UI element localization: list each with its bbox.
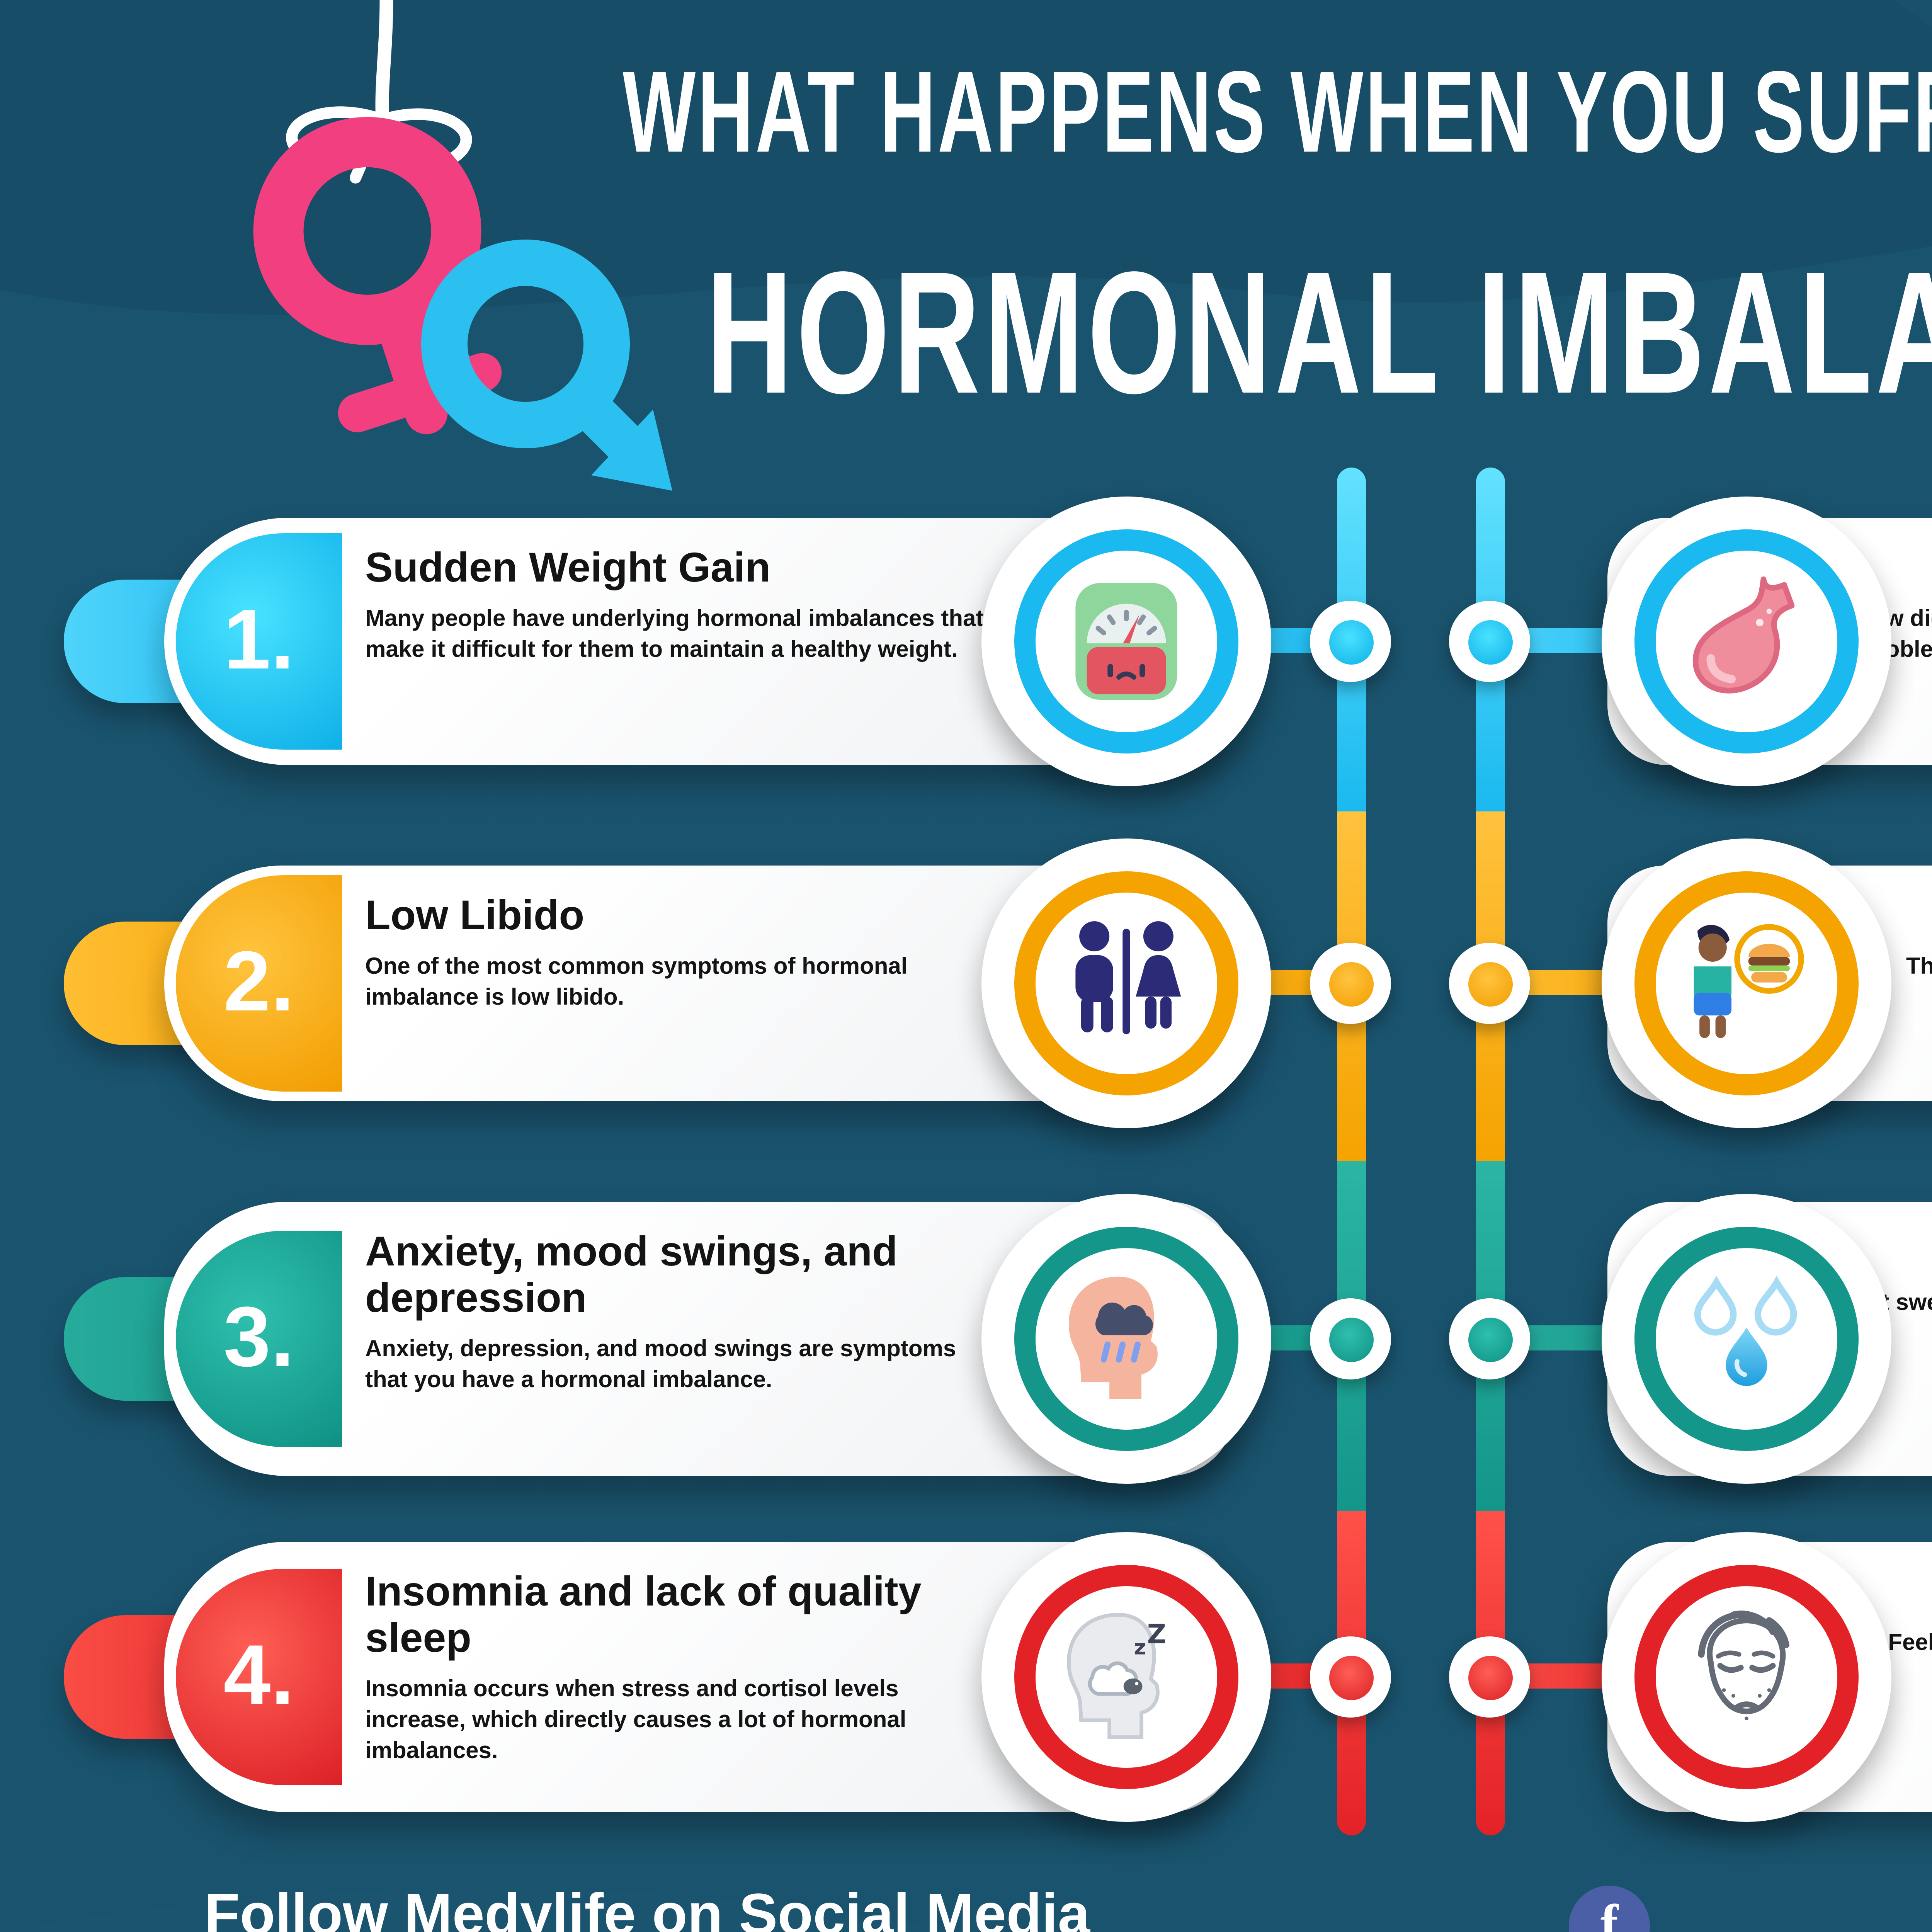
svg-text:z: z (1134, 1635, 1146, 1660)
card-text-4: Insomnia and lack of quality sleep Insom… (365, 1569, 1003, 1767)
gender-symbols-icon (253, 0, 672, 491)
footer-heading: Follow Medylife on Social Media (204, 1884, 1090, 1932)
number-badge-1: 1. (176, 533, 342, 750)
item-description-1: Many people have underlying hormonal imb… (365, 605, 984, 663)
card-text-8: Fatigue Feeling tired all the time may b… (1820, 1569, 1932, 1690)
tired-face-icon (1698, 1611, 1789, 1721)
item-description-8: Feeling tired all the time may be a sign… (1888, 1629, 1932, 1656)
restroom-figures-icon (1075, 921, 1181, 1034)
card-text-2: Low Libido One of the most common sympto… (365, 893, 1003, 1014)
timeline-node-2 (1310, 943, 1391, 1024)
person-burger-icon (1694, 924, 1804, 1038)
stomach-icon (1692, 576, 1795, 694)
head-rain-cloud-icon (1068, 1276, 1158, 1399)
page-title: WHAT HAPPENS WHEN YOU SUFFER FROM A HORM… (386, 50, 1932, 432)
icon-circle-item-6 (1602, 838, 1891, 1128)
timeline-node-6 (1449, 943, 1530, 1024)
timeline-node-7 (1449, 1298, 1530, 1379)
title-line-2: HORMONAL IMBALANCE? (706, 238, 1932, 432)
item-description-3: Anxiety, depression, and mood swings are… (365, 1335, 956, 1393)
weight-scale-icon (1075, 583, 1177, 700)
number-badge-2: 2. (176, 875, 342, 1092)
item-description-2: One of the most common symptoms of hormo… (365, 952, 908, 1010)
item-title-3: Anxiety, mood swings, and depression (365, 1229, 898, 1322)
timeline-node-3 (1310, 1298, 1391, 1379)
number-badge-3: 3. (176, 1231, 342, 1447)
number-badge-4: 4. (176, 1569, 342, 1785)
card-text-6: Hunger Cravings The common causes of hun… (1820, 893, 1932, 1044)
timeline-node-5 (1449, 601, 1530, 682)
sleep-sheep-head-icon: z Z (1067, 1613, 1167, 1739)
icon-circle-item-2 (981, 838, 1271, 1128)
icon-circle-item-7 (1602, 1194, 1891, 1484)
card-text-3: Anxiety, mood swings, and depression Anx… (365, 1229, 1003, 1396)
icon-circle-item-8 (1602, 1532, 1891, 1822)
item-title-4: Insomnia and lack of quality sleep (365, 1569, 922, 1662)
icon-circle-item-5 (1602, 497, 1891, 786)
item-description-4: Insomnia occurs when stress and cortisol… (365, 1675, 906, 1764)
timeline-node-1 (1310, 601, 1391, 682)
icon-circle-item-4: z Z (981, 1532, 1271, 1822)
icon-circle-item-3 (981, 1194, 1271, 1484)
svg-text:Z: Z (1147, 1619, 1167, 1650)
water-drops-icon (1694, 1276, 1797, 1386)
card-text-1: Sudden Weight Gain Many people have unde… (365, 545, 1003, 666)
item-title-1: Sudden Weight Gain (365, 545, 771, 591)
timeline-node-4 (1310, 1636, 1391, 1718)
card-item-3: 3. Anxiety, mood swings, and depression … (164, 1202, 1235, 1476)
item-title-2: Low Libido (365, 893, 585, 939)
male-symbol-icon (421, 240, 672, 491)
icon-circle-item-1 (981, 497, 1271, 786)
timeline-node-8 (1449, 1636, 1530, 1718)
title-line-1: WHAT HAPPENS WHEN YOU SUFFER FROM A (622, 50, 1932, 178)
item-description-6: The common causes of hunger cravings are… (1906, 952, 1932, 980)
